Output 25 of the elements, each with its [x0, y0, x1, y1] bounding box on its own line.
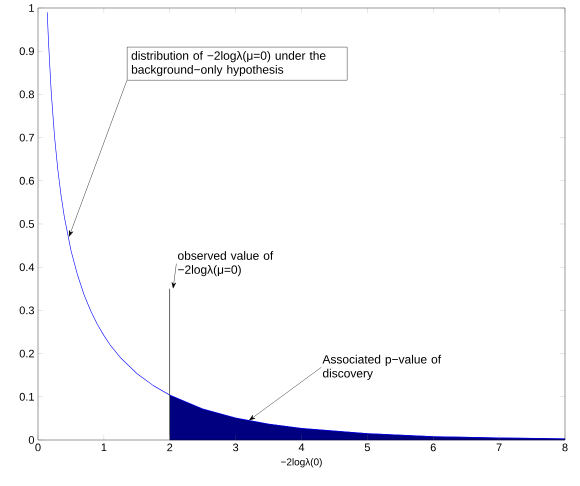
x-tick-label: 6	[430, 444, 436, 452]
x-axis-title: −2logλ(0)	[281, 458, 322, 468]
x-tick-label: 5	[364, 444, 370, 452]
y-tick-label: 0	[28, 436, 34, 444]
x-tick-label: 1	[102, 444, 106, 452]
y-tick-label: 0.4	[20, 263, 34, 272]
y-tick-label: 0.7	[20, 134, 34, 142]
y-tick-label: 0.8	[20, 90, 34, 98]
x-tick-label: 7	[496, 444, 502, 452]
line-series	[46, 12, 566, 440]
y-tick-label: 0.2	[20, 350, 34, 358]
y-tick-label: 0.6	[20, 176, 34, 185]
x-tick-label: 8	[562, 444, 568, 452]
x-tick-label: 4	[298, 444, 304, 452]
y-tick-label: 0.3	[20, 306, 34, 314]
y-tick-label: 1	[29, 4, 34, 12]
y-tick-label: 0.1	[20, 392, 34, 401]
y-tick-label: 0.5	[20, 220, 34, 228]
y-tick-label: 0.9	[20, 47, 34, 56]
annotation: Associated p−value of discovery	[322, 354, 442, 380]
x-tick-label: 0	[35, 444, 41, 452]
x-tick-label: 3	[233, 444, 238, 452]
annotation: distribution of −2logλ(μ=0) under the background−only hypothesis	[132, 51, 326, 76]
x-tick-label: 2	[167, 444, 172, 452]
annotation: observed value of −2logλ(μ=0)	[178, 251, 274, 276]
